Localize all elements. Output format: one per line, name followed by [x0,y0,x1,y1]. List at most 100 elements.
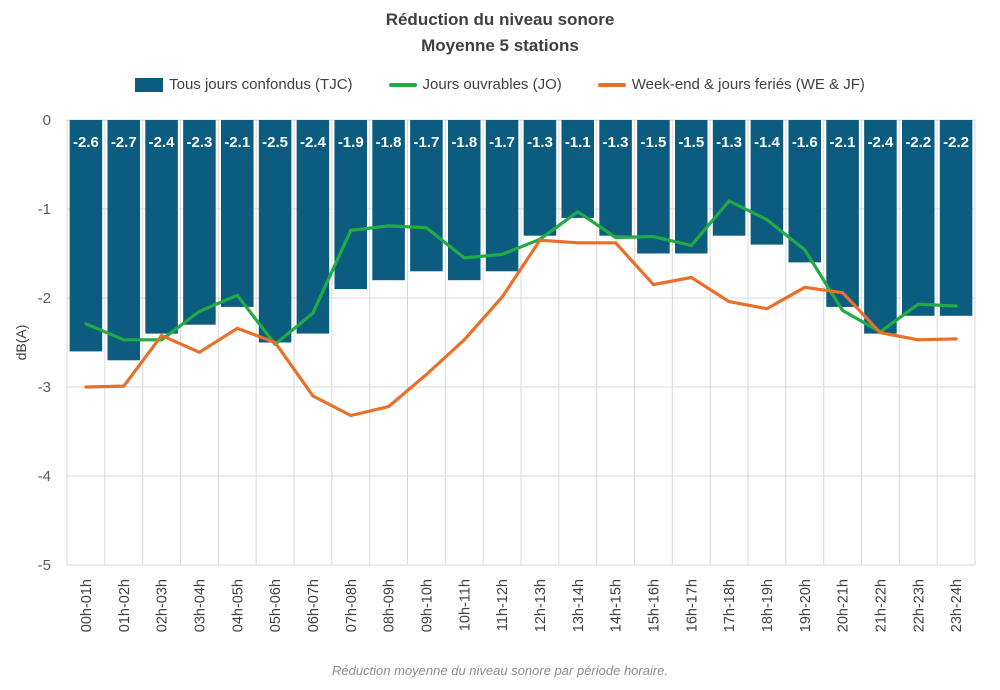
point-we [954,337,958,341]
point-we [614,241,618,245]
chart-title: Réduction du niveau sonore [385,10,615,29]
bar-data-label: -1.7 [489,134,515,151]
bar [712,120,746,236]
bar-data-label: -1.4 [754,134,781,151]
bar-data-label: -2.4 [149,134,176,151]
bar [750,120,784,245]
x-tick-label: 01h-02h [117,579,133,632]
point-jo [197,309,201,313]
bar [901,120,935,316]
bar [447,120,481,281]
bar-data-label: -2.2 [905,134,931,151]
point-we [311,394,315,398]
point-we [576,241,580,245]
x-tick-label: 00h-01h [79,579,95,632]
bar-data-label: -2.1 [224,134,250,151]
legend-swatch-jo [388,82,417,87]
point-we [689,276,693,280]
point-we [803,285,807,289]
x-tick-label: 14h-15h [609,579,625,632]
bar [107,120,141,361]
bar-data-label: -1.1 [565,134,591,151]
y-tick-label: -5 [38,557,51,574]
bar [410,120,443,272]
point-we [349,413,353,417]
point-we [462,338,466,342]
x-tick-label: 05h-06h [268,579,284,632]
x-tick-label: 03h-04h [192,579,208,632]
point-jo [954,304,958,308]
legend-swatch-tjc [135,77,164,92]
bar-data-label: -1.3 [716,134,742,151]
point-jo [84,322,88,326]
bar [69,120,103,352]
point-we [878,331,882,335]
bar-data-label: -2.5 [262,134,288,151]
point-jo [122,338,126,342]
bar [939,120,973,316]
point-we [122,384,126,388]
bar-data-label: -1.5 [678,134,704,151]
bar [145,120,178,334]
bar [788,120,822,263]
legend-label-we: Week-end & jours feriés (WE & JF) [631,76,865,93]
x-tick-label: 07h-08h [344,579,360,632]
bar-data-label: -2.7 [111,134,137,151]
x-tick-label: 20h-21h [836,579,852,632]
point-we [273,341,277,344]
x-tick-label: 16h-17h [684,579,700,632]
bar-data-label: -1.6 [792,134,818,151]
point-jo [614,235,618,239]
legend-label-tjc: Tous jours confondus (TJC) [169,76,353,93]
legend-item-tjc: Tous jours confondus (TJC) [135,76,353,93]
bar [485,120,519,272]
bar [220,120,254,307]
point-jo [500,252,504,256]
bar [826,120,859,307]
bar-data-label: -1.7 [413,134,439,151]
point-jo [235,293,239,297]
y-axis-label: dB(A) [13,325,29,361]
y-tick-label: 0 [43,112,51,129]
x-tick-label: 10h-11h [457,579,473,631]
bar-data-label: -2.4 [867,134,894,151]
point-jo [462,256,466,260]
bar [258,120,292,343]
point-jo [349,228,353,232]
x-tick-label: 12h-13h [533,579,549,632]
x-tick-label: 04h-05h [230,579,246,632]
bar [183,120,216,325]
bar [296,120,330,334]
bar-data-label: -1.3 [603,134,629,151]
bar-data-label: -2.6 [73,134,99,151]
legend-item-we: Week-end & jours feriés (WE & JF) [597,76,865,93]
bar [599,120,632,236]
x-tick-label: 06h-07h [306,579,322,632]
point-we [916,338,920,342]
point-we [727,300,731,304]
x-tick-label: 18h-19h [760,579,776,632]
point-jo [311,311,315,315]
x-tick-label: 23h-24h [949,579,965,632]
point-we [841,291,845,295]
x-tick-label: 08h-09h [382,579,398,632]
bar-data-label: -2.3 [186,134,212,151]
point-we [235,326,239,330]
point-we [160,333,164,337]
x-tick-label: 02h-03h [155,579,171,632]
bar [334,120,368,290]
bar-data-label: -2.2 [943,134,969,151]
x-tick-label: 09h-10h [419,579,435,632]
bar-data-label: -1.8 [451,134,477,151]
point-we [765,307,769,311]
point-we [500,295,504,299]
x-tick-label: 17h-18h [722,579,738,632]
point-we [424,373,428,377]
bar-data-label: -2.1 [830,134,856,151]
point-jo [916,302,920,306]
legend: Tous jours confondus (TJC) Jours ouvrabl… [0,76,1000,93]
y-tick-label: -3 [38,379,51,396]
bar-data-label: -1.9 [338,134,364,151]
line-jo [84,199,958,346]
